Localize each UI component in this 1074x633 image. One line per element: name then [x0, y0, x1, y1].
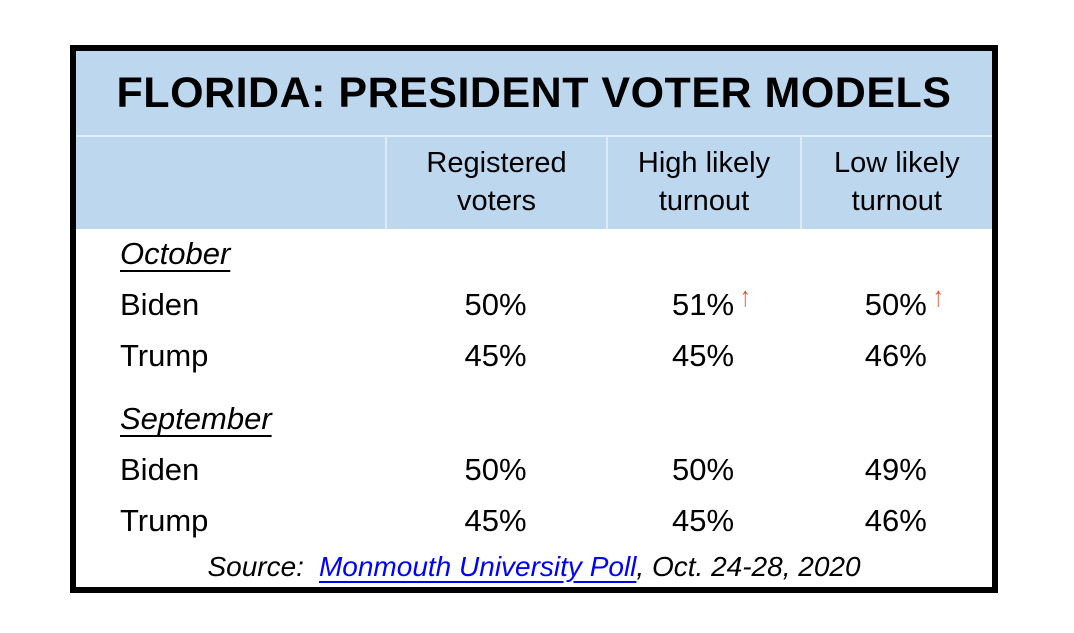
table-body: October Biden 50% 51% ↑ 50% ↑ Trump 45% 45… [76, 229, 992, 587]
value-cell-high-likely: 50% [606, 452, 799, 488]
cell-value: 46% [864, 337, 927, 373]
section-row-september: September [76, 394, 992, 444]
column-header-empty [76, 137, 385, 229]
cell-value: 49% [864, 451, 927, 487]
candidate-name: Trump [120, 337, 209, 373]
value-cell-registered: 50% [385, 452, 607, 488]
value-cell-low-likely: 50% ↑ [800, 281, 992, 323]
column-header-high-likely-turnout: High likely turnout [606, 137, 799, 229]
cell-value: 50% [464, 286, 527, 322]
source-line: Source: Monmouth University Poll , Oct. … [76, 546, 992, 587]
source-label: Source: [207, 550, 304, 582]
value-cell-low-likely: 46% [800, 503, 992, 539]
column-header-line: voters [457, 185, 537, 217]
section-label: October [120, 236, 231, 271]
column-header-registered-voters: Registered voters [384, 137, 607, 229]
up-arrow-icon: ↑ [932, 280, 944, 312]
section-label: September [120, 401, 272, 436]
cell-value: 50% [671, 451, 735, 487]
column-header-line: Registered [426, 147, 567, 180]
column-header-line: Low likely [833, 147, 960, 180]
table-row: Biden 50% 51% ↑ 50% ↑ [76, 279, 992, 330]
column-header-low-likely-turnout: Low likely turnout [799, 137, 992, 229]
up-arrow-icon: ↑ [740, 280, 751, 312]
page-title: FLORIDA: PRESIDENT VOTER MODELS [116, 68, 952, 117]
cell-value: 50% [464, 451, 527, 487]
value-cell-registered: 45% [385, 503, 607, 539]
section-row-october: October [76, 229, 992, 279]
title-band: FLORIDA: PRESIDENT VOTER MODELS [76, 51, 992, 137]
value-cell-low-likely: 46% [800, 338, 992, 374]
cell-value: 45% [671, 502, 735, 538]
table-row: Biden 50% 50% 49% [76, 444, 992, 495]
candidate-name: Trump [120, 502, 209, 538]
section-gap [76, 381, 992, 394]
value-cell-high-likely: 45% [606, 338, 799, 374]
cell-value: 51% [671, 286, 735, 322]
voter-models-table: FLORIDA: PRESIDENT VOTER MODELS Register… [70, 45, 998, 593]
column-header-line: turnout [851, 185, 942, 217]
cell-value: 50% [864, 286, 927, 322]
value-cell-registered: 45% [385, 338, 607, 374]
source-link[interactable]: Monmouth University Poll [318, 550, 637, 582]
value-cell-high-likely: 45% [606, 503, 799, 539]
cell-value: 45% [671, 337, 735, 373]
value-cell-registered: 50% [385, 287, 607, 323]
column-header-row: Registered voters High likely turnout Lo… [76, 137, 992, 229]
table-row: Trump 45% 45% 46% [76, 495, 992, 546]
value-cell-low-likely: 49% [800, 452, 992, 488]
cell-value: 45% [464, 337, 527, 373]
table-row: Trump 45% 45% 46% [76, 330, 992, 381]
value-cell-high-likely: 51% ↑ [606, 281, 799, 323]
candidate-name: Biden [120, 451, 200, 487]
cell-value: 45% [464, 502, 527, 538]
cell-value: 46% [864, 502, 927, 538]
column-header-line: turnout [658, 185, 750, 217]
candidate-name: Biden [120, 286, 200, 322]
source-date: , Oct. 24-28, 2020 [636, 550, 861, 582]
column-header-line: High likely [637, 147, 771, 180]
